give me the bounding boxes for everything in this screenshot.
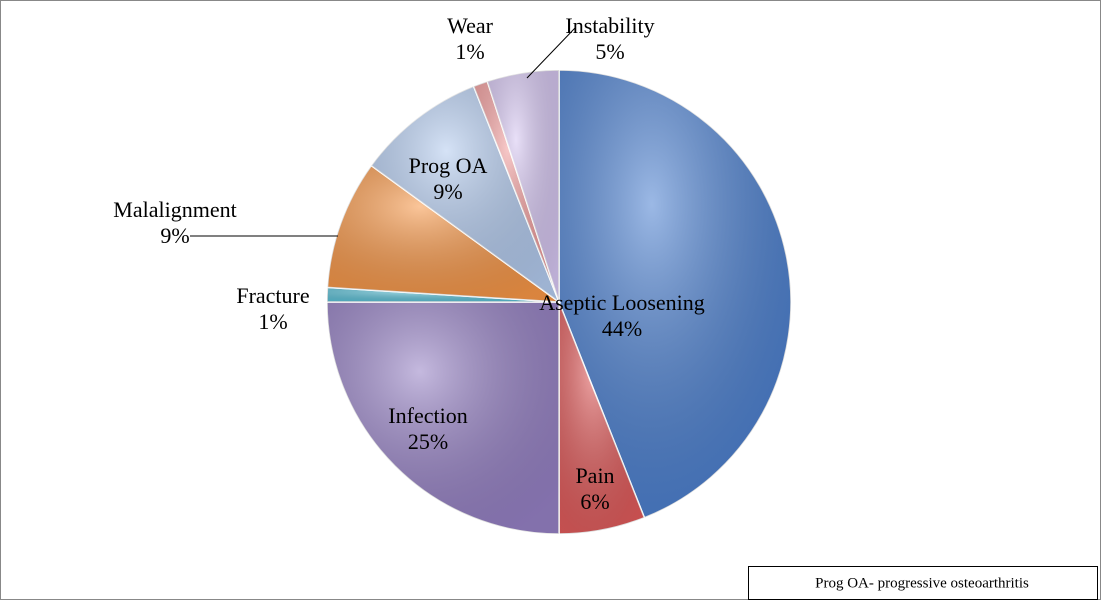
slice-label: Aseptic Loosening — [539, 290, 705, 315]
slice-label: Fracture — [236, 283, 309, 308]
slice-value-label: 6% — [580, 489, 609, 514]
slice-label: Prog OA — [409, 153, 488, 178]
slice-label: Wear — [447, 13, 494, 38]
slice-value-label: 1% — [455, 39, 484, 64]
slice-value-label: 44% — [602, 316, 642, 341]
slice-value-label: 25% — [408, 429, 448, 454]
note: Prog OA- progressive osteoarthritis — [815, 575, 1029, 591]
note-box — [748, 566, 1098, 600]
slice-label: Pain — [575, 463, 614, 488]
slice-label: Instability — [565, 13, 654, 38]
slice-value-label: 1% — [258, 309, 287, 334]
slice-value-label: 9% — [160, 223, 189, 248]
slice-label: Malalignment — [113, 197, 236, 222]
slice-value-label: 9% — [433, 179, 462, 204]
slice-label: Infection — [388, 403, 467, 428]
leader-line — [526, 27, 576, 79]
slice-value-label: 5% — [595, 39, 624, 64]
